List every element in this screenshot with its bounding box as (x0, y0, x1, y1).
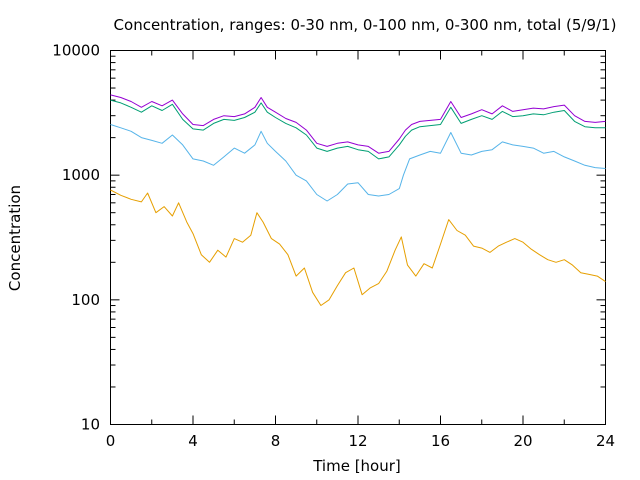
x-tick-label: 24 (596, 432, 615, 450)
x-tick-label: 8 (271, 432, 281, 450)
axis-ticks: 0 4 8 12 16 20 24 10 100 1000 10000 (52, 42, 615, 451)
y-tick-label: 10 (81, 416, 100, 434)
series-line-1 (110, 124, 606, 202)
x-tick-label: 16 (431, 432, 450, 450)
x-axis-label: Time [hour] (312, 457, 401, 475)
x-tick-label: 12 (348, 432, 367, 450)
plot-frame (110, 50, 606, 425)
x-tick-label: 4 (188, 432, 198, 450)
chart-title: Concentration, ranges: 0-30 nm, 0-100 nm… (114, 16, 617, 34)
series-group (110, 94, 606, 306)
x-tick-label: 20 (513, 432, 532, 450)
y-axis-label: Concentration (6, 185, 24, 291)
series-line-3 (110, 94, 606, 154)
y-tick-label: 100 (71, 291, 100, 309)
series-line-2 (110, 99, 606, 160)
y-tick-label: 10000 (52, 42, 100, 60)
x-tick-label: 0 (106, 432, 116, 450)
y-tick-label: 1000 (62, 166, 100, 184)
series-line-0 (110, 189, 606, 306)
